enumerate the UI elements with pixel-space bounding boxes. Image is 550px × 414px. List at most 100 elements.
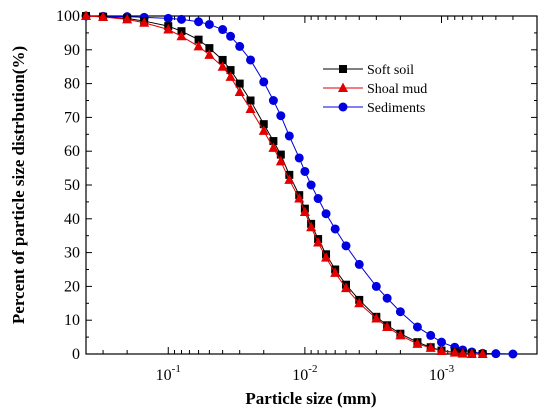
data-point <box>245 103 256 113</box>
data-point <box>259 77 269 87</box>
data-point <box>436 345 447 355</box>
data-point <box>306 180 316 190</box>
data-point <box>313 236 324 247</box>
data-point <box>457 348 468 358</box>
data-point <box>218 55 227 64</box>
data-point <box>395 329 406 340</box>
data-point <box>382 293 392 303</box>
data-point <box>258 125 269 135</box>
data-point <box>269 137 278 146</box>
data-point <box>226 66 235 75</box>
y-tick-label: 70 <box>64 109 80 126</box>
data-point <box>477 348 488 358</box>
data-point <box>275 155 286 166</box>
data-point <box>226 31 236 41</box>
series-line <box>85 15 483 355</box>
data-point <box>371 281 381 291</box>
data-point <box>354 297 365 308</box>
data-point <box>294 153 304 163</box>
data-point <box>268 96 278 105</box>
data-point <box>163 24 174 34</box>
y-tick-label: 40 <box>64 211 80 228</box>
data-point <box>163 13 173 23</box>
data-point <box>81 10 91 20</box>
legend-label: Sediments <box>367 101 425 116</box>
data-point <box>382 321 393 331</box>
data-point <box>284 174 295 184</box>
data-point <box>225 71 236 81</box>
data-point <box>354 259 364 269</box>
data-point <box>193 40 204 51</box>
data-point <box>449 347 460 357</box>
series-line <box>85 15 513 355</box>
legend-label: Soft soil <box>367 63 414 78</box>
data-point <box>268 142 279 152</box>
data-point <box>204 49 215 59</box>
data-point <box>234 86 245 97</box>
data-point <box>437 337 447 347</box>
data-point <box>176 30 187 41</box>
data-point <box>330 224 340 234</box>
y-tick-label: 60 <box>64 143 80 160</box>
x-tick-label: 10-2 <box>292 363 317 384</box>
series-line <box>85 15 483 355</box>
data-point <box>341 241 351 251</box>
series-shoal-mud <box>81 10 488 358</box>
data-point <box>176 14 186 24</box>
data-point <box>412 338 423 348</box>
data-point <box>426 330 436 340</box>
data-point <box>294 193 305 203</box>
data-point <box>276 111 286 121</box>
data-point <box>246 55 256 65</box>
series-soft-soil <box>82 12 487 358</box>
data-point <box>299 206 310 217</box>
data-point <box>412 322 422 332</box>
series-layer <box>81 10 518 359</box>
data-point <box>321 209 331 219</box>
x-tick-label: 10-3 <box>429 363 455 384</box>
data-point <box>395 307 405 317</box>
y-tick-label: 20 <box>64 278 80 295</box>
data-point <box>217 61 228 71</box>
data-point <box>218 25 228 35</box>
data-point <box>306 221 317 232</box>
legend-marker <box>338 82 348 92</box>
data-point <box>204 19 214 29</box>
data-point <box>194 35 203 44</box>
x-tick-label: 10-1 <box>156 363 181 384</box>
y-tick-label: 80 <box>64 76 80 93</box>
data-point <box>259 120 268 129</box>
data-point <box>300 166 310 176</box>
data-point <box>284 131 294 141</box>
data-point <box>246 96 255 105</box>
data-point <box>194 17 204 27</box>
data-point <box>276 150 285 159</box>
data-point <box>371 313 382 323</box>
data-point <box>425 342 436 352</box>
legend-label: Shoal mud <box>367 82 427 97</box>
data-point <box>139 17 150 27</box>
y-tick-label: 90 <box>64 42 80 59</box>
x-axis-title: Particle size (mm) <box>245 389 376 408</box>
y-tick-label: 0 <box>72 346 80 363</box>
data-point <box>235 79 244 88</box>
legend-marker <box>339 65 347 73</box>
y-tick-label: 100 <box>56 8 80 25</box>
y-tick-label: 30 <box>64 245 80 262</box>
legend: Soft soil Shoal mud Sediments <box>323 63 427 116</box>
x-axis-ticks: 10-1 10-2 10-3 <box>85 16 538 384</box>
data-point <box>508 349 518 359</box>
y-axis-ticks: 0 10 20 30 40 50 60 70 80 90 100 <box>56 8 537 363</box>
data-point <box>313 194 323 204</box>
data-point <box>466 348 477 358</box>
data-point <box>122 13 133 24</box>
data-point <box>205 44 214 53</box>
legend-marker <box>338 102 348 112</box>
data-point <box>98 11 109 22</box>
y-tick-label: 50 <box>64 177 80 194</box>
data-point <box>235 41 245 51</box>
data-point <box>341 282 352 293</box>
data-point <box>330 267 341 277</box>
data-point <box>321 252 332 262</box>
